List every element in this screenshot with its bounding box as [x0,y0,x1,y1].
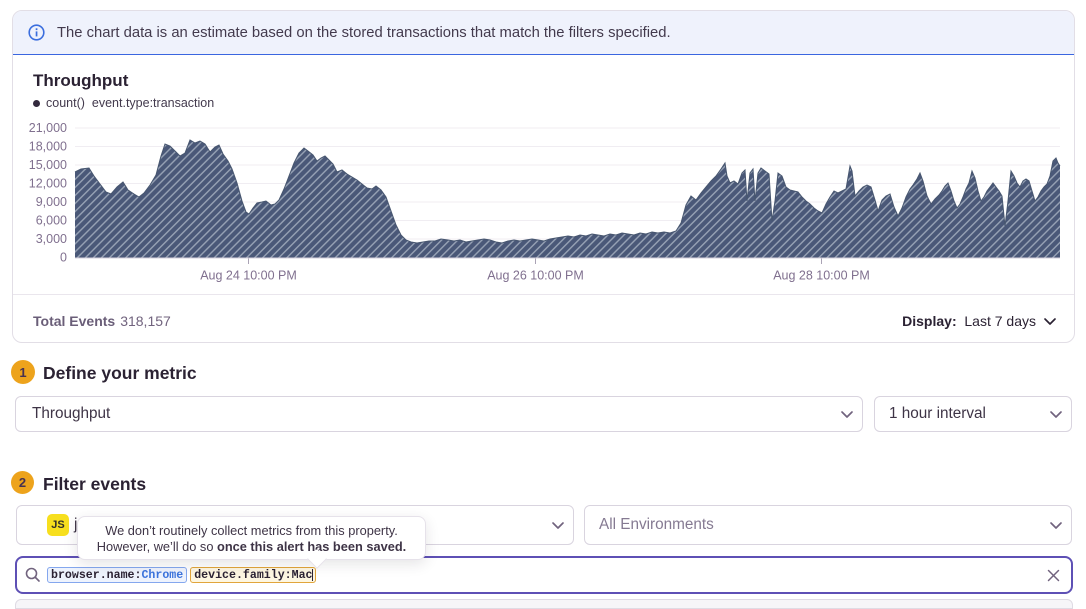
svg-text:Aug 24 10:00 PM: Aug 24 10:00 PM [200,269,297,283]
svg-text:Aug 28 10:00 PM: Aug 28 10:00 PM [773,269,870,283]
svg-text:21,000: 21,000 [29,121,67,135]
svg-text:12,000: 12,000 [29,177,67,191]
svg-text:3,000: 3,000 [36,232,67,246]
svg-text:18,000: 18,000 [29,140,67,154]
svg-text:Aug 26 10:00 PM: Aug 26 10:00 PM [487,269,584,283]
svg-text:6,000: 6,000 [36,214,67,228]
svg-text:0: 0 [60,251,67,265]
svg-text:9,000: 9,000 [36,195,67,209]
svg-text:15,000: 15,000 [29,158,67,172]
